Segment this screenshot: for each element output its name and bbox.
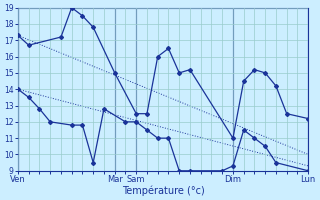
X-axis label: Température (°c): Température (°c) bbox=[122, 185, 204, 196]
